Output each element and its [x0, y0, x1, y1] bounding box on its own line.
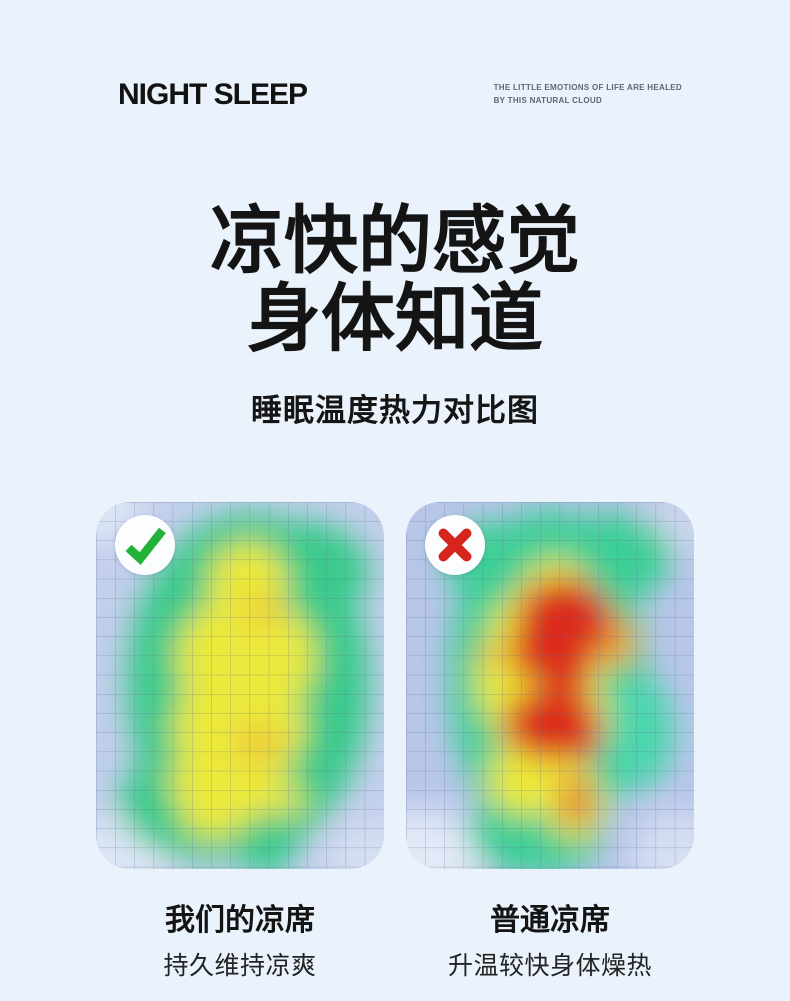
captions: 我们的凉席 持久维持凉爽 普通凉席 升温较快身体燥热: [0, 895, 790, 982]
subtitle: 睡眠温度热力对比图: [251, 392, 539, 428]
ordinary-mat-caption: 普通凉席 升温较快身体燥热: [406, 895, 694, 982]
heatmap-hot-image: [406, 501, 694, 869]
check-icon: [114, 514, 176, 575]
cross-icon: [424, 514, 486, 575]
tagline-line1: THE LITTLE EMOTIONS OF LIFE ARE HEALED: [493, 83, 682, 92]
main-title: 凉快的感觉 身体知道: [0, 199, 790, 361]
check-badge: [114, 514, 176, 576]
title-line2: 身体知道: [247, 277, 543, 361]
comparison-cards: [0, 501, 790, 869]
ordinary-mat-heatmap-card: [406, 501, 694, 869]
brand-logo: NIGHT SLEEP: [118, 78, 308, 111]
title-line1: 凉快的感觉: [210, 199, 580, 282]
tagline-line2: BY THIS NATURAL CLOUD: [493, 95, 603, 105]
heatmap-cool-image: [96, 501, 384, 869]
header: NIGHT SLEEP THE LITTLE EMOTIONS OF LIFE …: [0, 0, 790, 110]
ordinary-mat-title: 普通凉席: [490, 903, 610, 937]
our-mat-caption: 我们的凉席 持久维持凉爽: [96, 895, 384, 982]
our-mat-description: 持久维持凉爽: [163, 951, 317, 980]
hero-section: 凉快的感觉 身体知道 睡眠温度热力对比图: [0, 199, 790, 430]
cross-badge: [424, 514, 486, 576]
our-mat-title: 我们的凉席: [165, 903, 315, 937]
our-mat-heatmap-card: [96, 501, 384, 869]
ordinary-mat-description: 升温较快身体燥热: [447, 951, 652, 980]
brand-tagline: THE LITTLE EMOTIONS OF LIFE ARE HEALED B…: [494, 82, 682, 108]
